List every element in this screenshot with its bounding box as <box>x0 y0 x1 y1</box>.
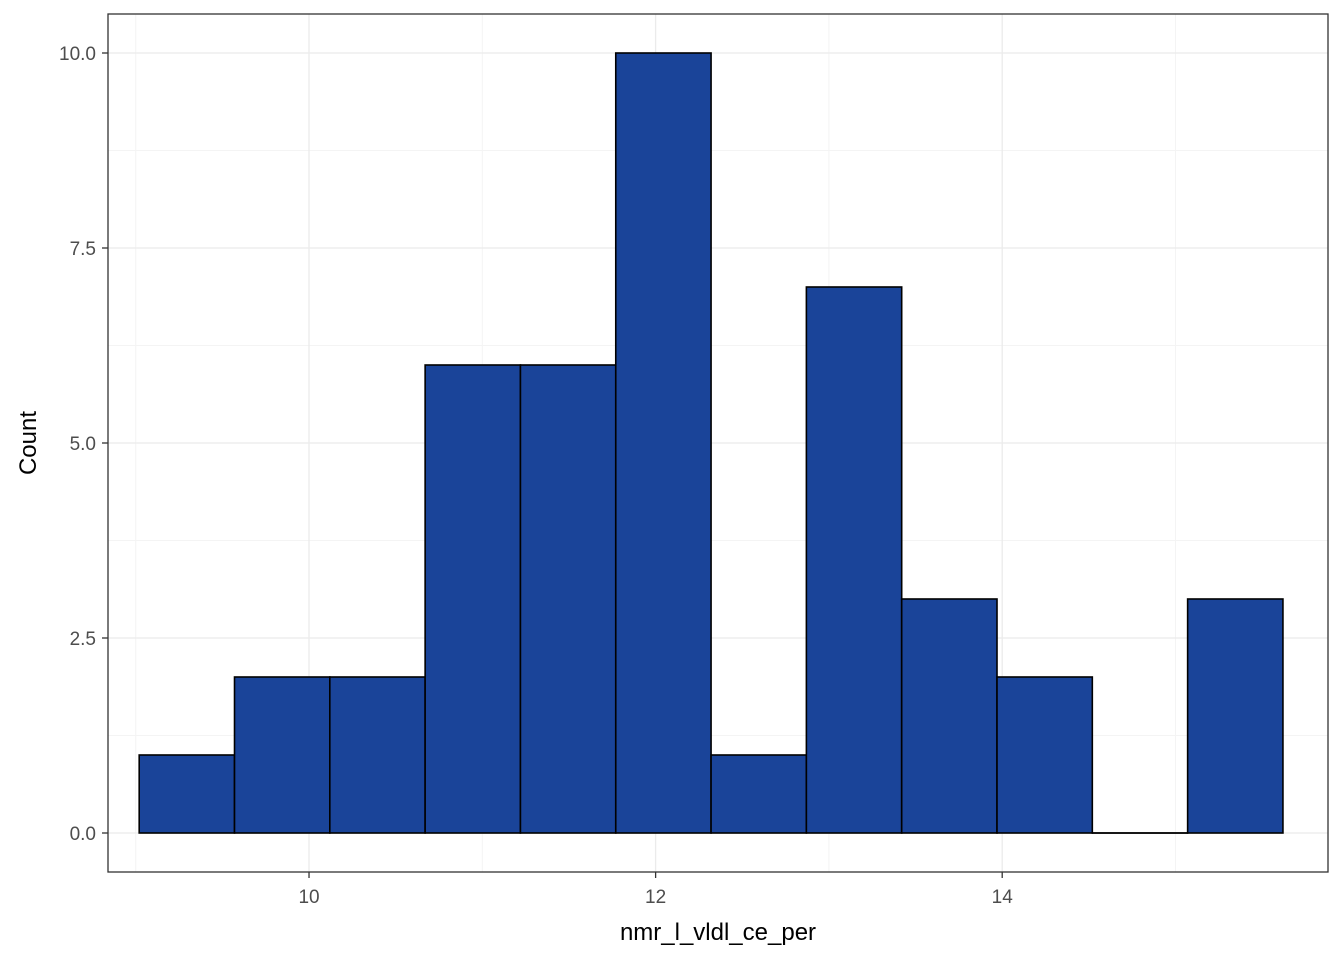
histogram-bar-1 <box>139 755 234 833</box>
y-tick-label: 5.0 <box>70 434 96 455</box>
y-axis-title: Count <box>15 411 42 475</box>
histogram-bar-10 <box>997 677 1092 833</box>
histogram-bar-7 <box>711 755 806 833</box>
y-tick-label: 10.0 <box>59 44 96 65</box>
x-tick-label: 10 <box>298 887 319 908</box>
histogram-bar-3 <box>330 677 425 833</box>
histogram-bar-12 <box>1188 599 1283 833</box>
histogram-bar-2 <box>235 677 330 833</box>
histogram-bar-5 <box>520 365 615 833</box>
x-axis-title: nmr_l_vldl_ce_per <box>620 919 816 946</box>
x-tick-label: 14 <box>992 887 1014 908</box>
x-tick-label: 12 <box>645 887 666 908</box>
y-tick-label: 7.5 <box>70 239 96 260</box>
histogram-bar-8 <box>806 287 901 833</box>
histogram-bar-9 <box>902 599 997 833</box>
histogram-bar-6 <box>616 53 711 833</box>
y-tick-label: 2.5 <box>70 629 96 650</box>
histogram-bar-4 <box>425 365 520 833</box>
y-tick-label: 0.0 <box>70 824 96 845</box>
